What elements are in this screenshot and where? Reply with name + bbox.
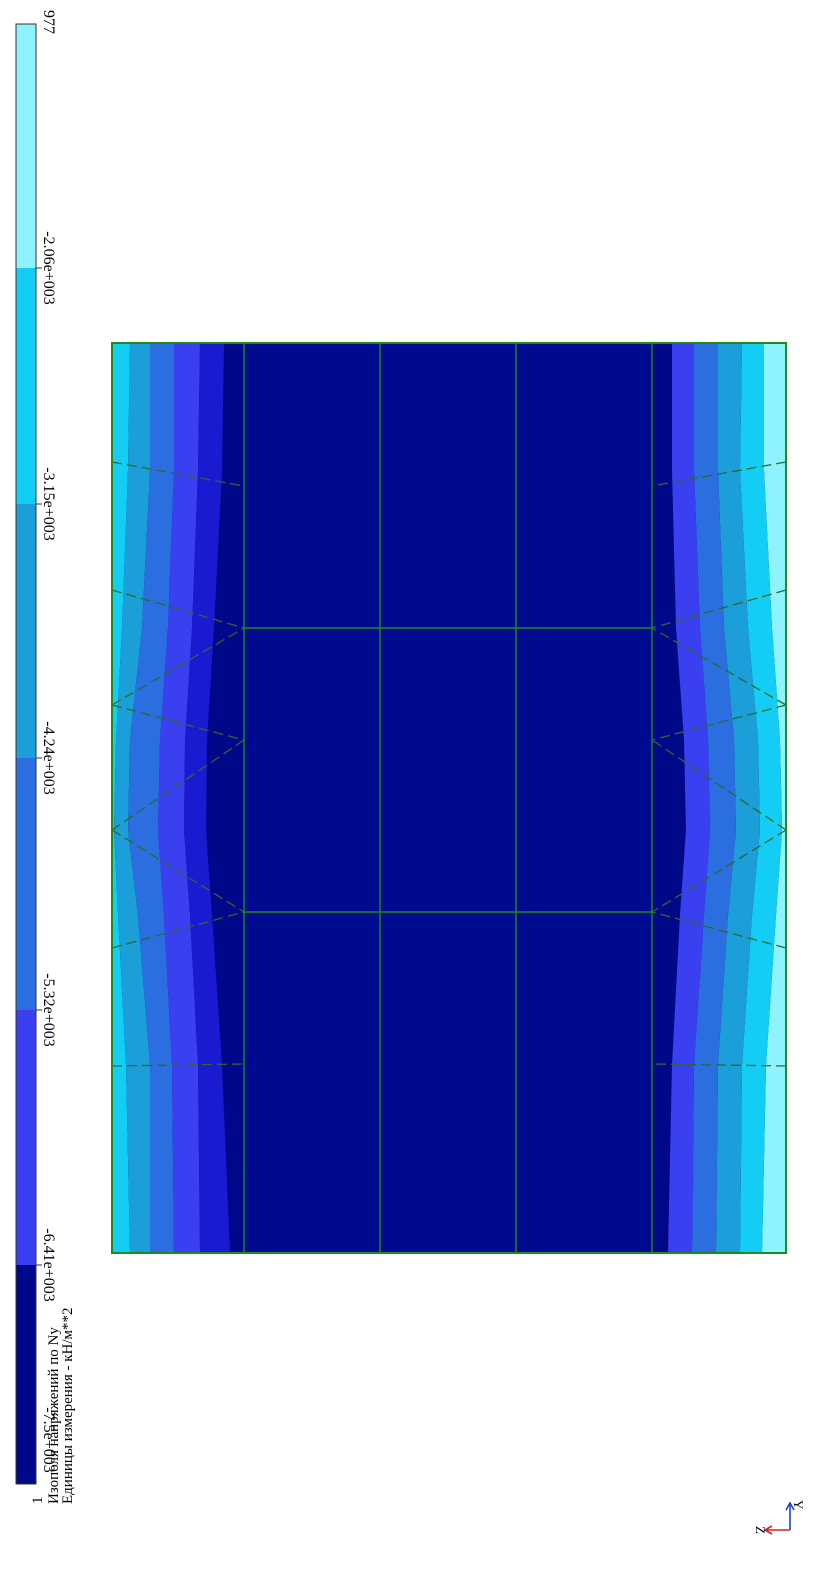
mesh-dashed-edge <box>651 829 787 913</box>
color-scale-labels: -2.06e+003 -3.15e+003 -4.24e+003 -5.32e+003… <box>40 231 57 1472</box>
mesh-dashed-edge <box>111 461 245 487</box>
mesh-dashed-edge <box>111 1063 245 1067</box>
scale-band <box>16 24 36 268</box>
mesh-dashed-edge <box>111 829 245 913</box>
plate-contour-plot <box>111 342 787 1254</box>
scale-tick-label: -2.06e+003 <box>40 231 57 304</box>
caption: 1 Изополя напряжений по Ny Единицы измер… <box>30 1307 76 1504</box>
axis-triad-icon: Y Z <box>753 1500 806 1535</box>
contour-band <box>692 343 736 1253</box>
color-scale: 977 -2.06e+003 -3.15e+003 -4.24e+003 -5.32e… <box>15 10 57 1485</box>
color-scale-bands <box>15 23 37 1485</box>
scale-tick-label: -5.32e+003 <box>40 973 57 1046</box>
scale-tick-label: -7.5e+003 <box>40 1407 57 1472</box>
mesh-dashed-edge <box>111 704 245 741</box>
scale-band <box>16 1265 36 1484</box>
mesh-dashed-edge <box>651 1063 787 1067</box>
scale-tick-label: -6.41e+003 <box>40 1228 57 1301</box>
axis-z-label: Z <box>753 1526 768 1534</box>
scale-band <box>16 504 36 758</box>
finite-element-mesh <box>243 343 653 1253</box>
mesh-dashed-edge <box>111 627 245 706</box>
axis-y-label: Y <box>791 1500 806 1510</box>
contour-band <box>114 343 150 1253</box>
contour-band <box>668 343 710 1253</box>
mesh-dashed-edge <box>651 627 787 706</box>
scale-frame <box>15 23 37 1485</box>
contour-band <box>716 343 760 1253</box>
color-scale-ticks <box>36 267 42 1266</box>
contour-band <box>158 343 200 1253</box>
scale-band <box>16 1010 36 1265</box>
mesh-dashed-edge <box>111 589 245 629</box>
contour-band <box>184 343 230 1253</box>
mesh-dashed-edge <box>651 911 787 949</box>
dashed-triangle-edges <box>111 461 787 1067</box>
mesh-dashed-edge <box>111 739 245 831</box>
scale-top-label: 977 <box>40 10 57 34</box>
scale-band <box>16 268 36 504</box>
scale-band <box>16 758 36 1010</box>
left-edge-contours <box>112 343 230 1253</box>
contour-band <box>762 343 786 1253</box>
mesh-dashed-edge <box>651 589 787 629</box>
contour-band <box>128 343 174 1253</box>
plate-core <box>244 343 652 1253</box>
caption-title: Изополя напряжений по Ny <box>46 1327 62 1504</box>
scale-tick-label: -3.15e+003 <box>40 467 57 540</box>
mesh-dashed-edge <box>651 704 787 741</box>
caption-units: Единицы измерения - кН/м**2 <box>60 1307 76 1504</box>
mesh-dashed-edge <box>651 739 787 831</box>
mesh-dashed-edge <box>111 911 245 949</box>
caption-number: 1 <box>30 1497 46 1505</box>
right-edge-contours <box>668 343 786 1253</box>
contour-band <box>112 343 130 1253</box>
scale-tick-label: -4.24e+003 <box>40 721 57 794</box>
contour-band <box>740 343 782 1253</box>
plate-outline <box>111 342 787 1254</box>
mesh-dashed-edge <box>651 461 787 487</box>
